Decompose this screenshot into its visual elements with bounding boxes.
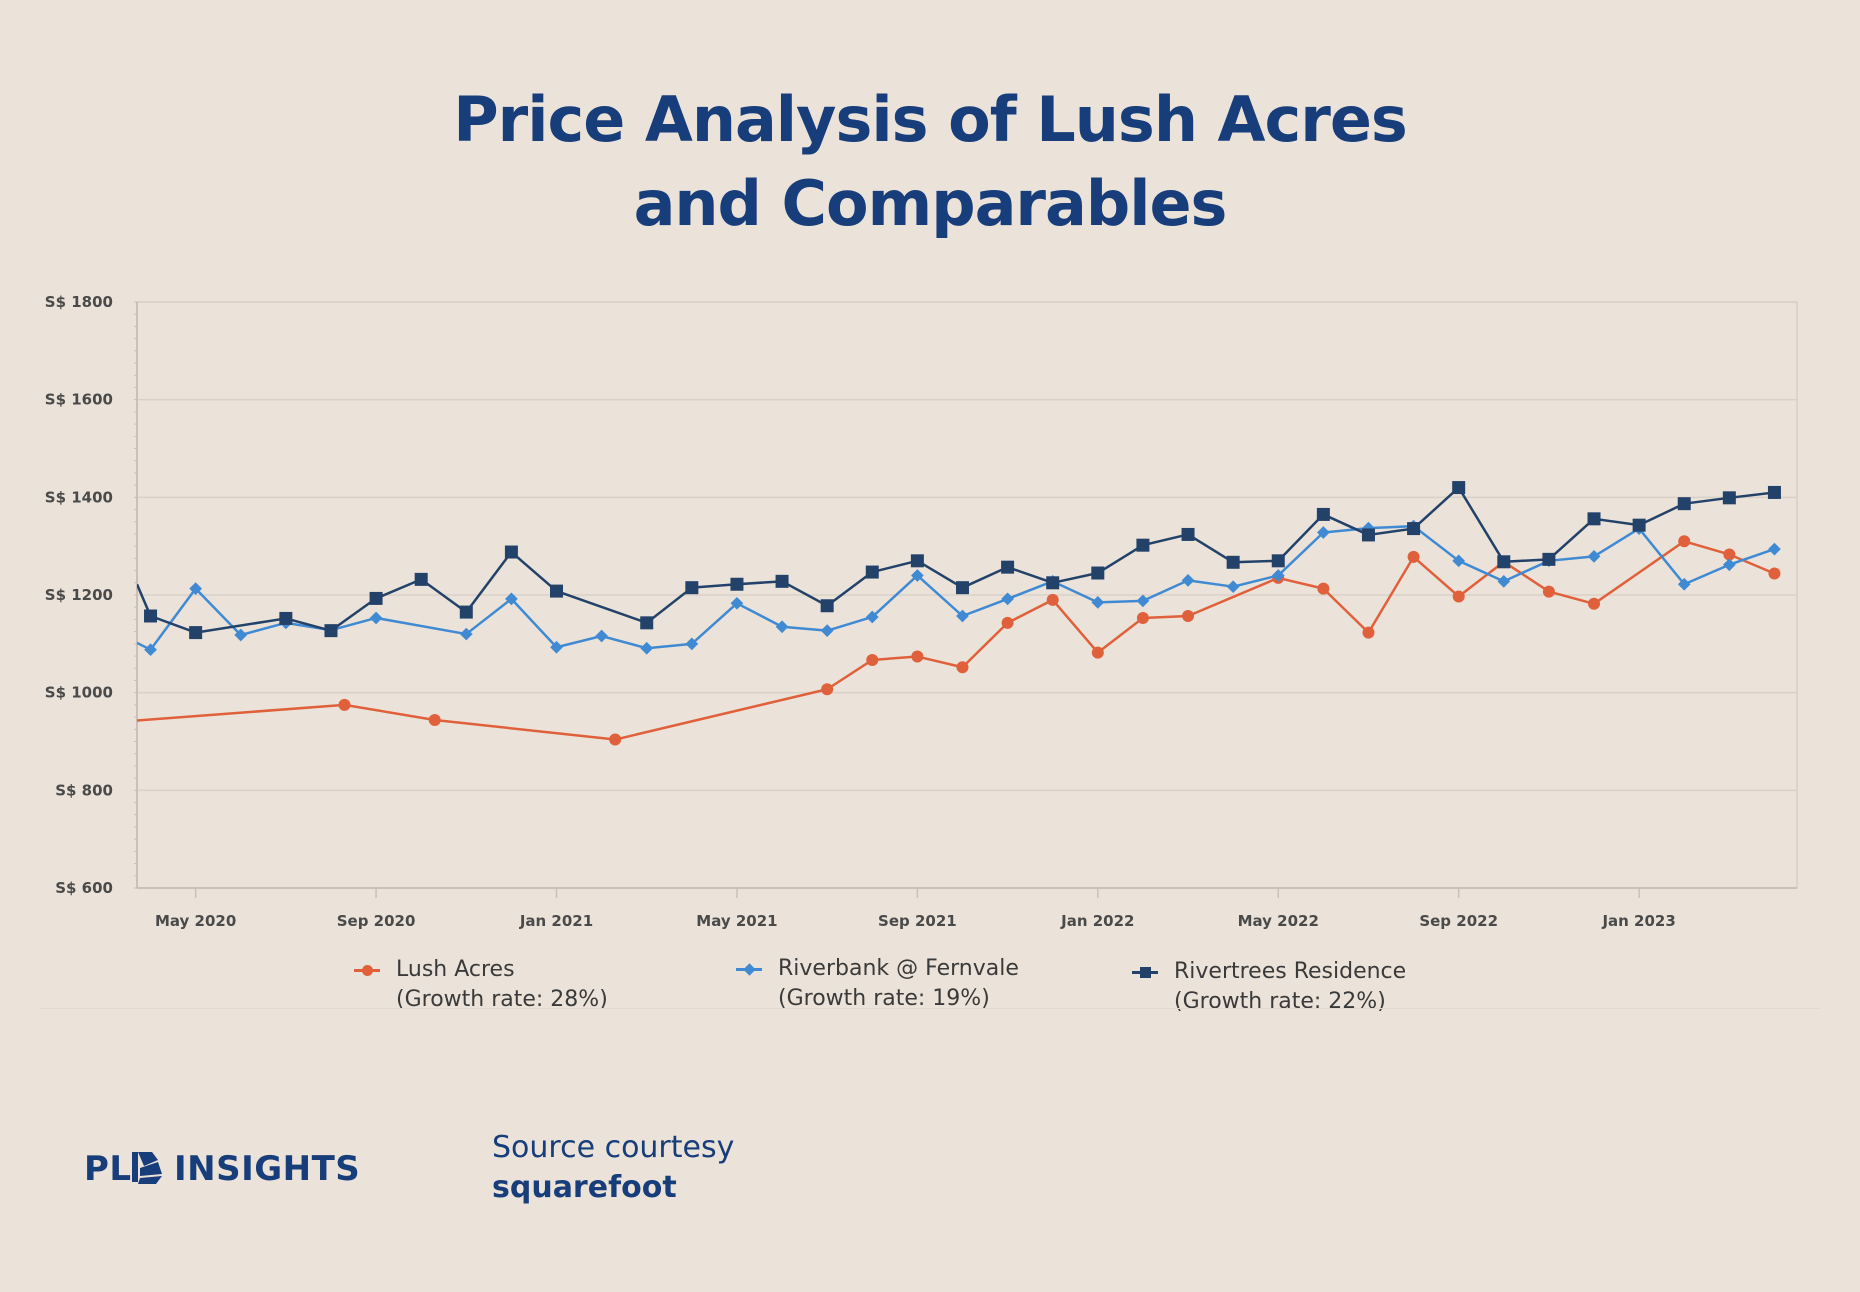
legend-item-lush-acres: Lush Acres (Growth rate: 28%) xyxy=(354,955,608,1015)
legend-growth-rivertrees: (Growth rate: 22%) xyxy=(1174,989,1386,1014)
data-point xyxy=(414,572,428,586)
data-point xyxy=(1542,585,1555,598)
data-point xyxy=(685,581,699,595)
y-tick-label: S$ 1600 xyxy=(45,391,113,409)
x-tick-label: Jan 2023 xyxy=(1601,912,1675,930)
data-point xyxy=(1001,616,1014,629)
legend-item-riverbank: Riverbank @ Fernvale (Growth rate: 19%) xyxy=(736,954,1019,1014)
x-tick-label: Sep 2022 xyxy=(1419,912,1498,930)
legend-marker-lush-acres xyxy=(354,965,380,976)
data-point xyxy=(956,661,969,674)
data-point xyxy=(1226,555,1240,569)
legend-label-lush-acres: Lush Acres xyxy=(396,957,515,982)
data-point xyxy=(1091,566,1105,580)
data-point xyxy=(911,650,924,663)
data-point xyxy=(550,584,564,598)
data-point xyxy=(775,574,789,588)
data-point xyxy=(1407,550,1420,563)
data-point xyxy=(730,577,744,591)
data-point xyxy=(1723,548,1736,561)
legend-marker-rivertrees xyxy=(1132,967,1158,978)
legend-label-riverbank: Riverbank @ Fernvale xyxy=(778,956,1019,981)
source-credit: Source courtesy squarefoot xyxy=(492,1128,734,1208)
data-point xyxy=(1407,522,1421,536)
data-point xyxy=(1767,485,1781,499)
data-point xyxy=(820,599,834,613)
data-point xyxy=(866,653,879,666)
y-tick-label: S$ 1400 xyxy=(45,488,113,506)
y-tick-label: S$ 1000 xyxy=(45,684,113,702)
data-point xyxy=(1452,590,1465,603)
source-label: Source courtesy xyxy=(492,1130,735,1165)
y-tick-label: S$ 600 xyxy=(55,879,113,897)
data-point xyxy=(1678,535,1691,548)
divider xyxy=(40,1008,1820,1009)
x-tick-label: Sep 2020 xyxy=(337,912,416,930)
data-point xyxy=(144,609,158,623)
data-point xyxy=(324,624,338,638)
data-point xyxy=(1182,609,1195,622)
data-point xyxy=(338,698,351,711)
data-point xyxy=(821,683,834,696)
data-point xyxy=(1588,597,1601,610)
y-tick-label: S$ 1800 xyxy=(45,293,113,311)
data-point xyxy=(1361,528,1375,542)
data-point xyxy=(1317,582,1330,595)
legend-item-rivertrees: Rivertrees Residence (Growth rate: 22%) xyxy=(1132,957,1407,1017)
x-tick-label: Sep 2021 xyxy=(878,912,957,930)
legend-label-rivertrees: Rivertrees Residence xyxy=(1174,959,1407,984)
data-point xyxy=(1722,491,1736,505)
x-tick-label: May 2020 xyxy=(155,912,236,930)
data-point xyxy=(189,626,203,640)
logo-image: PL INSIGHTS xyxy=(84,1149,360,1186)
data-point xyxy=(955,581,969,595)
data-point xyxy=(369,591,383,605)
source-name: squarefoot xyxy=(492,1170,677,1205)
data-point xyxy=(1362,626,1375,639)
y-tick-label: S$ 800 xyxy=(55,781,113,799)
svg-text:PL: PL xyxy=(84,1149,132,1186)
data-point xyxy=(910,554,924,568)
data-point xyxy=(1271,554,1285,568)
y-tick-label: S$ 1200 xyxy=(45,586,113,604)
data-point xyxy=(609,733,622,746)
data-point xyxy=(1136,538,1150,552)
data-point xyxy=(1181,527,1195,541)
data-point xyxy=(1587,512,1601,526)
data-point xyxy=(1768,567,1781,580)
legend-growth-riverbank: (Growth rate: 19%) xyxy=(778,986,990,1011)
data-point xyxy=(1452,481,1466,495)
data-point xyxy=(1677,497,1691,511)
data-point xyxy=(1542,552,1556,566)
data-point xyxy=(1632,518,1646,532)
chart-title-line-1: Price Analysis of Lush Acres xyxy=(453,83,1408,156)
data-point xyxy=(1046,593,1059,606)
legend-growth-lush-acres: (Growth rate: 28%) xyxy=(396,987,608,1012)
svg-text:INSIGHTS: INSIGHTS xyxy=(174,1149,360,1186)
data-point xyxy=(504,545,518,559)
plb-insights-logo: PL INSIGHTS xyxy=(84,1148,370,1186)
chart-title: Price Analysis of Lush Acres and Compara… xyxy=(0,78,1860,246)
data-point xyxy=(1316,507,1330,521)
data-point xyxy=(1001,560,1015,574)
data-point xyxy=(1136,611,1149,624)
series-line-2 xyxy=(137,486,1775,634)
x-tick-label: Jan 2022 xyxy=(1060,912,1134,930)
data-point xyxy=(640,616,654,630)
x-tick-label: Jan 2021 xyxy=(519,912,593,930)
data-point xyxy=(1497,555,1511,569)
legend-marker-riverbank xyxy=(736,963,762,976)
series-line-0 xyxy=(137,540,1775,741)
data-point xyxy=(1046,576,1060,590)
chart-title-line-2: and Comparables xyxy=(633,167,1228,240)
data-point xyxy=(459,605,473,619)
x-tick-label: May 2022 xyxy=(1238,912,1319,930)
data-point xyxy=(865,565,879,579)
x-tick-label: May 2021 xyxy=(696,912,777,930)
data-point xyxy=(1091,646,1104,659)
data-point xyxy=(279,611,293,625)
data-point xyxy=(428,714,441,727)
